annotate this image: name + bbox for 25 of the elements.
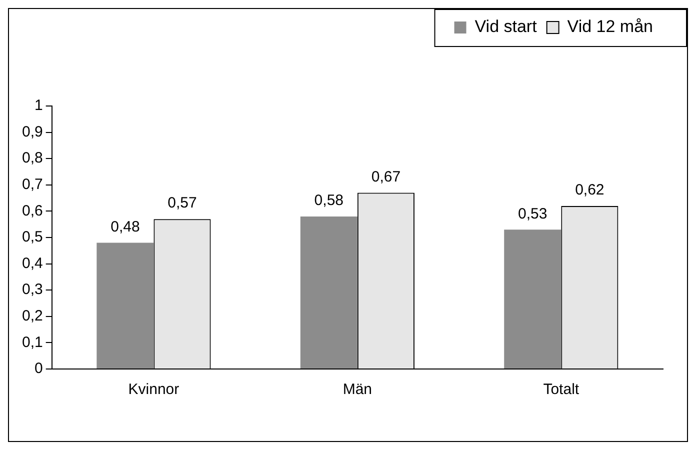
bar	[96, 242, 154, 368]
x-tick-label: Totalt	[543, 381, 580, 398]
data-label: 0,53	[518, 205, 548, 222]
y-tick-label: 1	[34, 97, 43, 114]
y-tick-label: 0,9	[22, 123, 43, 140]
y-tick-label: 0,6	[22, 202, 43, 220]
y-tick-label: 0,2	[22, 308, 43, 325]
bar	[300, 216, 358, 368]
data-label: 0,57	[168, 194, 197, 212]
x-tick-label: Kvinnor	[128, 381, 180, 398]
y-tick-label: 0	[34, 360, 43, 378]
y-tick-label: 0,5	[22, 228, 43, 246]
data-label: 0,62	[575, 182, 604, 199]
legend-label: Vid start	[474, 17, 538, 36]
y-tick-label: 0,8	[22, 150, 43, 167]
data-label: 0,58	[314, 192, 344, 210]
y-tick-label: 0,7	[22, 176, 43, 194]
legend-label: Vid 12 mån	[567, 17, 654, 36]
bar	[504, 230, 562, 368]
y-tick-label: 0,4	[22, 254, 43, 272]
x-tick-label: Män	[342, 381, 372, 398]
y-tick-label: 0,1	[22, 334, 43, 351]
data-label: 0,48	[110, 218, 140, 236]
y-tick-label: 0,3	[22, 281, 43, 298]
data-label: 0,67	[371, 168, 401, 186]
